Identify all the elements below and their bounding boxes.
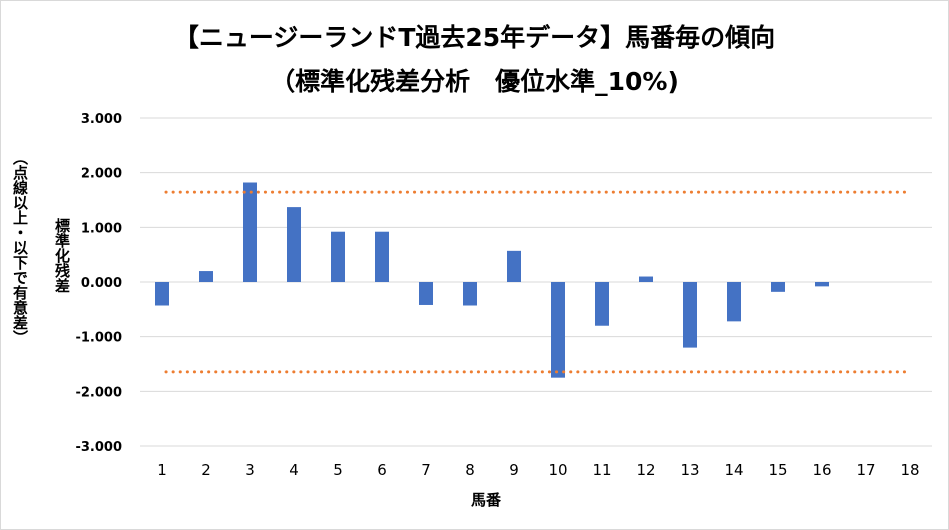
bar-14 — [727, 282, 741, 322]
x-tick-label: 12 — [636, 461, 655, 479]
y-tick-label: 2.000 — [81, 167, 122, 182]
y-tick-label: 0.000 — [81, 276, 122, 291]
bar-1 — [155, 282, 169, 306]
bar-9 — [507, 250, 521, 282]
x-tick-label: 14 — [724, 461, 743, 479]
x-tick-label: 8 — [465, 461, 475, 479]
bar-15 — [771, 282, 785, 292]
x-axis-ticks: 1 2 3 4 5 6 7 8 9 10 11 12 13 14 15 16 17 18 — [157, 461, 919, 479]
x-tick-label: 17 — [856, 461, 875, 479]
bar-3 — [243, 182, 257, 282]
y-axis-label: 標準化残差 — [53, 218, 71, 293]
x-tick-label: 16 — [812, 461, 831, 479]
bars — [155, 182, 829, 378]
x-tick-label: 15 — [768, 461, 787, 479]
gridlines — [140, 117, 932, 447]
bar-7 — [419, 282, 433, 305]
y-axis-label-note: （点線以上・以下で有意差） — [11, 150, 29, 345]
bar-10 — [551, 282, 565, 378]
x-axis-label: 馬番 — [471, 491, 502, 509]
bar-16 — [815, 282, 829, 287]
bar-6 — [375, 231, 389, 282]
y-tick-label: 3.000 — [81, 112, 122, 127]
y-axis-ticks: 3.000 2.000 1.000 0.000 -1.000 -2.000 -3.000 — [75, 112, 122, 455]
bar-11 — [595, 282, 609, 326]
bar-4 — [287, 207, 301, 282]
x-tick-label: 18 — [900, 461, 919, 479]
y-tick-label: 1.000 — [81, 221, 122, 236]
bar-2 — [199, 271, 213, 282]
x-tick-label: 11 — [592, 461, 611, 479]
x-tick-label: 9 — [509, 461, 519, 479]
chart-title: 【ニュージーランドT過去25年データ】馬番毎の傾向 — [173, 23, 776, 52]
x-tick-label: 5 — [333, 461, 343, 479]
bar-5 — [331, 231, 345, 282]
y-tick-label: -1.000 — [75, 331, 122, 346]
bar-12 — [639, 276, 653, 282]
y-tick-label: -3.000 — [75, 440, 122, 455]
x-tick-label: 13 — [680, 461, 699, 479]
x-tick-label: 1 — [157, 461, 167, 479]
threshold-lines — [164, 190, 910, 374]
x-tick-label: 7 — [421, 461, 431, 479]
bar-13 — [683, 282, 697, 348]
x-tick-label: 4 — [289, 461, 299, 479]
y-tick-label: -2.000 — [75, 385, 122, 400]
bar-8 — [463, 282, 477, 306]
x-tick-label: 6 — [377, 461, 387, 479]
chart-subtitle: （標準化残差分析 優位水準_10%) — [270, 67, 679, 96]
x-tick-label: 2 — [201, 461, 211, 479]
x-tick-label: 3 — [245, 461, 255, 479]
x-tick-label: 10 — [548, 461, 567, 479]
